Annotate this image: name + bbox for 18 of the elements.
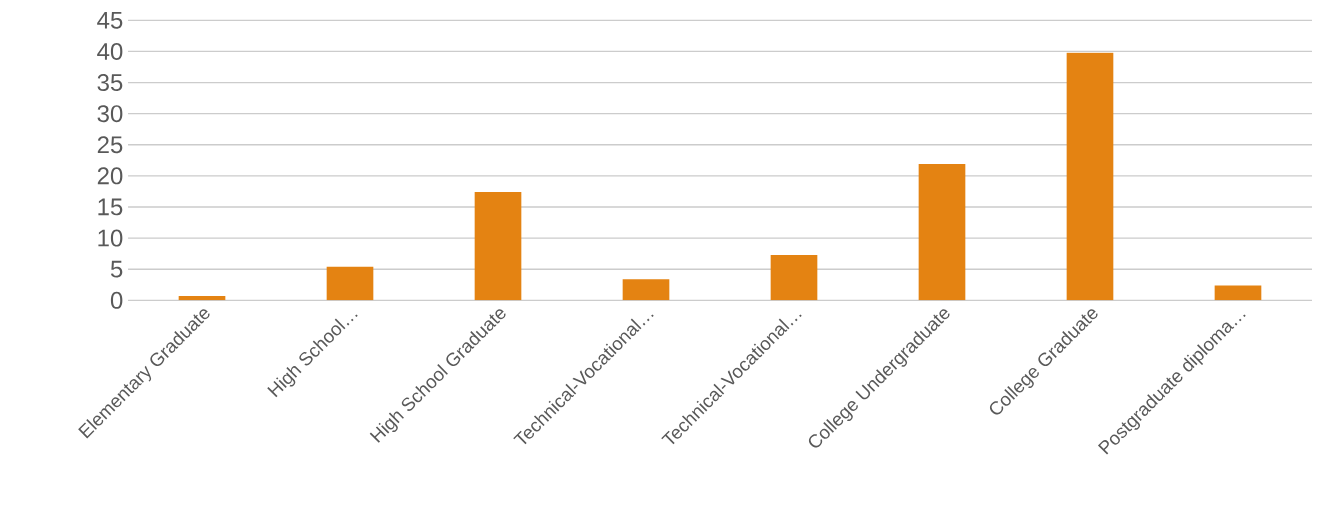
- y-tick-label: 40: [97, 42, 123, 60]
- bar: [474, 192, 522, 301]
- y-tick-label: 20: [97, 167, 123, 185]
- bar: [918, 164, 966, 301]
- bar: [622, 279, 670, 301]
- bar: [326, 266, 374, 301]
- y-tick-label: 30: [97, 105, 123, 123]
- y-tick-label: 10: [98, 229, 123, 247]
- y-tick-label: 0: [110, 291, 123, 309]
- y-tick-label: 15: [98, 198, 123, 216]
- y-tick-label: 5: [110, 260, 123, 278]
- y-tick-label: 25: [97, 136, 123, 154]
- bar: [178, 295, 226, 301]
- bar: [770, 254, 818, 301]
- y-tick-label: 45: [97, 11, 123, 29]
- bar: [1214, 285, 1262, 301]
- y-tick-label: 35: [97, 74, 123, 92]
- bar: [1066, 52, 1114, 301]
